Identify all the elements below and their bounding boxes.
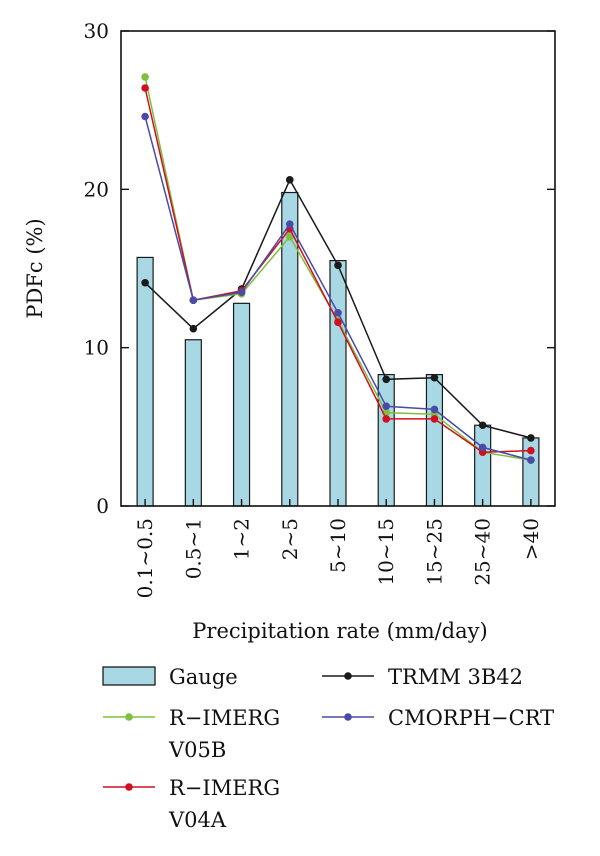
legend-swatch-marker [125, 713, 133, 721]
y-tick-label-2: 20 [84, 177, 109, 201]
y-tick-label-3: 30 [84, 19, 109, 43]
series-point-2-5 [382, 415, 391, 423]
series-point-3-7 [478, 443, 487, 452]
legend-label: Gauge [169, 665, 238, 689]
legend-swatch-marker [344, 672, 352, 680]
legend-item-0: Gauge [102, 665, 238, 689]
y-tick-label-1: 10 [84, 336, 109, 360]
series-point-1-3 [285, 233, 294, 241]
axis-layer: 0 10 20 30 0.1∼0.5 0.5∼1 1∼2 2∼5 5∼10 10∼15 15∼25 2… [84, 19, 555, 598]
x-tick-label-7: 25∼40 [471, 518, 495, 586]
x-tick-label-5: 10∼15 [374, 518, 398, 586]
series-point-3-2 [237, 288, 246, 297]
y-axis-label: PDFc (%) [23, 218, 47, 318]
legend-item-2: R−IMERG V05B [103, 706, 280, 762]
series-point-0-3 [285, 176, 294, 184]
bar-gauge-1 [184, 339, 202, 507]
legend-swatch-marker [344, 713, 352, 721]
series-point-1-0 [141, 73, 149, 81]
legend-item-4: R−IMERG V04A [103, 776, 280, 832]
series-point-0-4 [334, 261, 342, 270]
series-point-3-0 [141, 112, 149, 121]
legend-swatch-marker [125, 783, 133, 791]
bar-gauge-7 [474, 424, 492, 507]
x-tick-label-1: 0.5∼1 [181, 518, 205, 579]
legend-item-3: CMORPH−CRT [322, 706, 554, 730]
series-point-3-4 [334, 309, 342, 317]
x-axis-label: Precipitation rate (mm/day) [192, 619, 487, 643]
series-point-2-4 [334, 318, 342, 327]
bar-gauge-4 [329, 259, 347, 507]
series-point-3-3 [285, 220, 294, 228]
bar-gauge-0 [136, 256, 154, 507]
legend-label: R−IMERG V04A [168, 776, 280, 832]
series-point-0-7 [478, 421, 487, 430]
x-tick-label-8: >40 [519, 518, 543, 560]
series-point-0-5 [382, 375, 391, 384]
legend-swatch-bar [102, 666, 156, 686]
x-tick-label-2: 1∼2 [230, 518, 254, 560]
series-point-0-8 [527, 434, 535, 442]
series-point-2-8 [527, 446, 535, 455]
series-point-0-6 [430, 373, 439, 382]
x-tick-label-0: 0.1∼0.5 [133, 518, 157, 598]
series-point-3-8 [527, 456, 535, 464]
x-tick-label-3: 2∼5 [278, 518, 302, 560]
bar-gauge-2 [232, 302, 251, 507]
legend-label: CMORPH−CRT [388, 706, 554, 730]
legend-label: R−IMERG V05B [168, 706, 280, 762]
x-tick-label-4: 5∼10 [326, 518, 350, 573]
lines-layer [141, 73, 535, 464]
series-point-3-1 [189, 296, 198, 304]
legend-item-1: TRMM 3B42 [322, 665, 523, 689]
bars-layer [136, 191, 540, 507]
series-point-0-1 [189, 324, 198, 333]
legend: Gauge TRMM 3B42 R−IMERG V05B CMORPH−CRT R−IME… [102, 665, 554, 832]
series-point-2-0 [141, 84, 149, 92]
series-point-2-6 [430, 415, 439, 423]
series-point-3-6 [430, 405, 439, 414]
bar-gauge-6 [425, 373, 444, 507]
series-point-3-5 [382, 402, 391, 411]
series-point-0-0 [141, 278, 149, 287]
y-tick-label-0: 0 [96, 494, 109, 518]
x-tick-label-6: 15∼25 [422, 518, 446, 586]
legend-label: TRMM 3B42 [388, 665, 523, 689]
